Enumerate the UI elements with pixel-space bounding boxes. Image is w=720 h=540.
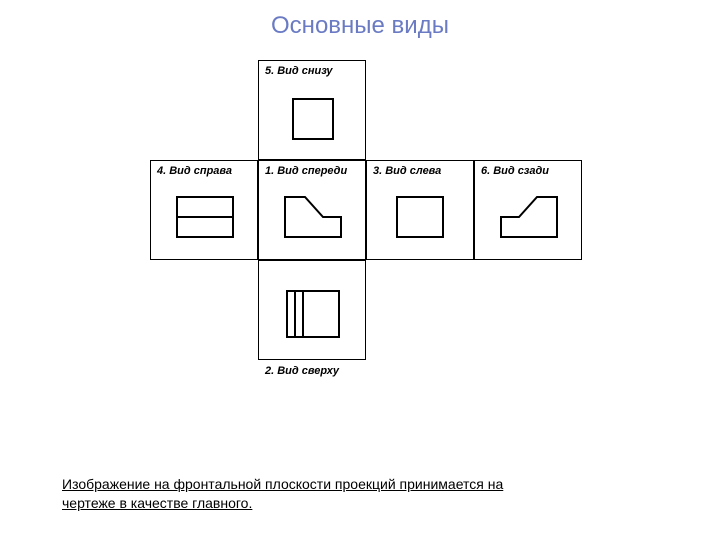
view-shape-c4 [151,161,259,261]
caption-line1: Изображение на фронтальной плоскости про… [62,476,503,492]
view-cell-c4: 4. Вид справа [150,160,258,260]
view-label-c2: 2. Вид сверху [265,365,339,377]
caption: Изображение на фронтальной плоскости про… [62,475,503,513]
view-shape-c1 [259,161,367,261]
view-shape-c3 [367,161,475,261]
view-cell-c5: 5. Вид снизу [258,60,366,160]
view-cell-c2: 2. Вид сверху [258,260,366,360]
view-cell-c3: 3. Вид слева [366,160,474,260]
page-title: Основные виды [0,12,720,40]
view-cell-c1: 1. Вид спереди [258,160,366,260]
view-cell-c6: 6. Вид сзади [474,160,582,260]
caption-line2: чертеже в качестве главного. [62,495,252,511]
view-shape-c2 [259,261,367,361]
view-shape-c5 [259,61,367,161]
view-shape-c6 [475,161,583,261]
